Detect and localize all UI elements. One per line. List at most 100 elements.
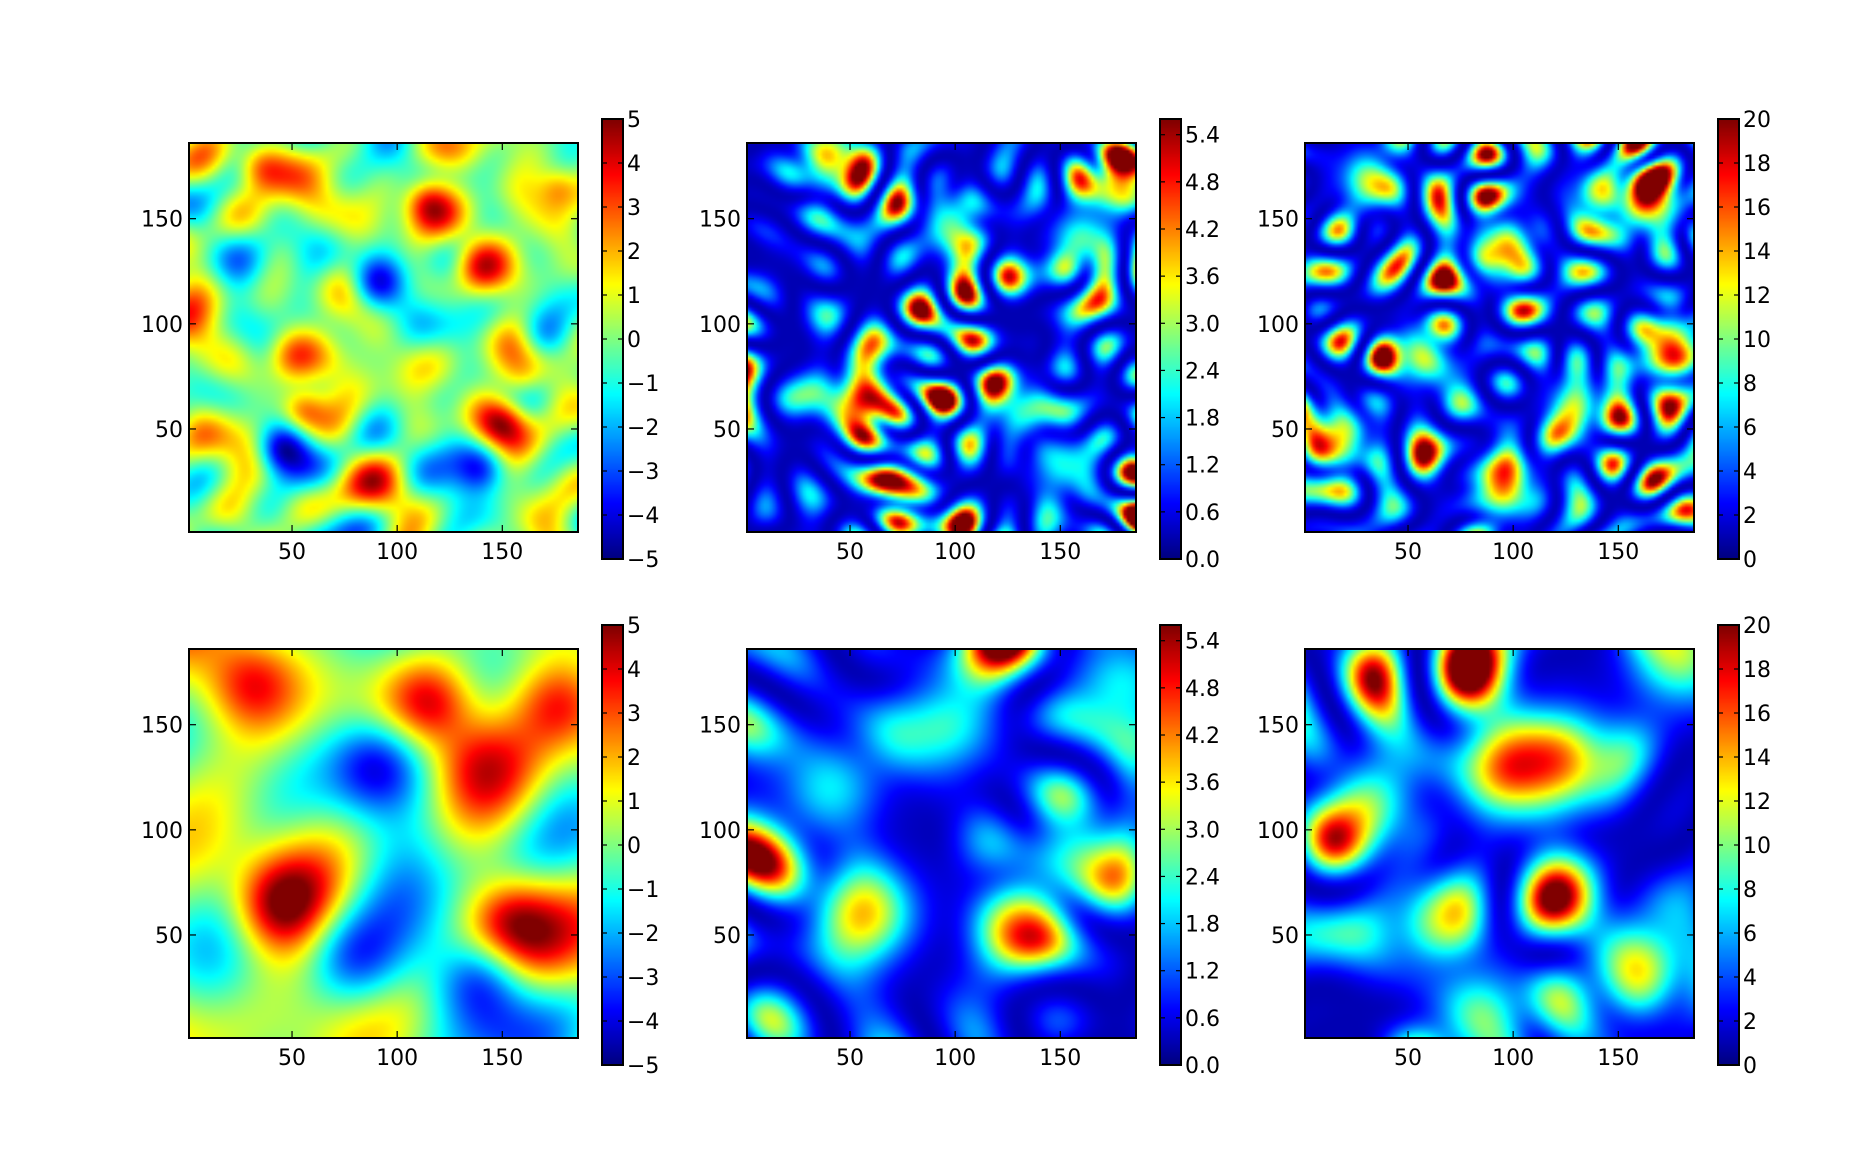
heatmap-image	[1305, 143, 1694, 532]
colorbar-tick-label: 8	[1743, 878, 1757, 903]
axes-frame	[1304, 142, 1695, 533]
colorbar-tick-label: 3.6	[1185, 265, 1220, 290]
x-tick-label: 150	[481, 1046, 523, 1071]
colorbar-frame	[1159, 624, 1182, 1066]
subplot-5: 50 100 150 50 100 150 0.0 0.6 1.2 1.8 2.4 3.0 3.6 4.2…	[699, 624, 1220, 1079]
heatmap-image	[747, 649, 1136, 1038]
y-tick-label: 50	[1271, 418, 1299, 443]
colorbar-tick-label: 20	[1743, 108, 1771, 133]
colorbar-tick-label: 5	[627, 108, 641, 133]
colorbar-tick-label: 4.2	[1185, 724, 1220, 749]
colorbar-gradient	[1718, 119, 1739, 559]
colorbar-tick-label: 0.6	[1185, 1007, 1220, 1032]
x-tick-label: 100	[934, 540, 976, 565]
y-tick-label: 100	[699, 313, 741, 338]
colorbar-tick-label: −3	[627, 966, 659, 991]
y-tick-label: 100	[141, 819, 183, 844]
colorbar-tick-label: −2	[627, 922, 659, 947]
heatmap-image	[1305, 649, 1694, 1038]
x-tick-label: 100	[934, 1046, 976, 1071]
colorbar-tick-label: 0	[1743, 1054, 1757, 1079]
x-tick-label: 150	[1597, 1046, 1639, 1071]
colorbar-tick-label: 5.4	[1185, 630, 1220, 655]
colorbar-tick-label: 16	[1743, 702, 1771, 727]
colorbar-tick-label: 1.8	[1185, 913, 1220, 938]
colorbar-tick-label: 4	[627, 152, 641, 177]
x-tick-label: 150	[481, 540, 523, 565]
subplot-3: 50 100 150 50 100 150 0 2 4 6 8 10 12 14 16 18 20	[1257, 108, 1771, 573]
y-tick-label: 50	[1271, 924, 1299, 949]
colorbar-tick-label: 20	[1743, 614, 1771, 639]
x-tick-label: 50	[1394, 540, 1422, 565]
colorbar-gradient	[1160, 119, 1181, 559]
colorbar-tick-label: 10	[1743, 328, 1771, 353]
y-tick-label: 100	[699, 819, 741, 844]
y-tick-label: 150	[1257, 208, 1299, 233]
colorbar-tick-label: 4	[1743, 460, 1757, 485]
colorbar-tick-label: −4	[627, 504, 659, 529]
colorbar-frame	[1159, 118, 1182, 560]
colorbar-tick-label: 2	[1743, 504, 1757, 529]
axes-frame	[746, 648, 1137, 1039]
colorbar-tick-label: 6	[1743, 416, 1757, 441]
colorbar-tick-label: 3	[627, 196, 641, 221]
y-tick-label: 50	[713, 924, 741, 949]
x-tick-label: 50	[1394, 1046, 1422, 1071]
colorbar-tick-label: 12	[1743, 284, 1771, 309]
colorbar-tick-label: 4.8	[1185, 171, 1220, 196]
x-tick-label: 150	[1039, 1046, 1081, 1071]
heatmap-image	[189, 143, 578, 532]
colorbar-tick-label: 3.0	[1185, 312, 1220, 337]
axes-frame	[1304, 648, 1695, 1039]
colorbar-tick-label: 18	[1743, 658, 1771, 683]
colorbar-tick-label: 3.0	[1185, 818, 1220, 843]
colorbar-tick-label: 4.8	[1185, 677, 1220, 702]
y-tick-label: 150	[141, 714, 183, 739]
x-tick-label: 150	[1597, 540, 1639, 565]
colorbar-tick-label: 0.6	[1185, 501, 1220, 526]
colorbar-tick-label: 2.4	[1185, 359, 1220, 384]
colorbar-tick-label: 1.2	[1185, 960, 1220, 985]
colorbar-tick-label: 1.8	[1185, 407, 1220, 432]
colorbar: 0 2 4 6 8 10 12 14 16 18 20	[1717, 614, 1771, 1079]
colorbar-tick-label: 0.0	[1185, 1054, 1220, 1079]
y-tick-label: 100	[141, 313, 183, 338]
x-tick-label: 50	[278, 1046, 306, 1071]
subplot-6: 50 100 150 50 100 150 0 2 4 6 8 10 12 14 16 18 20	[1257, 614, 1771, 1079]
y-tick-label: 150	[699, 208, 741, 233]
axes-frame	[188, 648, 579, 1039]
colorbar-tick-label: 6	[1743, 922, 1757, 947]
colorbar-tick-label: 2.4	[1185, 865, 1220, 890]
colorbar-tick-label: 0	[627, 834, 641, 859]
colorbar-tick-label: 0.0	[1185, 548, 1220, 573]
colorbar-gradient	[602, 119, 623, 559]
x-tick-label: 100	[1492, 1046, 1534, 1071]
colorbar-tick-label: 4.2	[1185, 218, 1220, 243]
colorbar-tick-label: 4	[1743, 966, 1757, 991]
colorbar-tick-label: 2	[627, 746, 641, 771]
colorbar: −5 −4 −3 −2 −1 0 1 2 3 4 5	[601, 108, 659, 573]
y-tick-label: 50	[155, 924, 183, 949]
colorbar-tick-label: 1	[627, 790, 641, 815]
colorbar-tick-label: 0	[627, 328, 641, 353]
colorbar-tick-label: 2	[627, 240, 641, 265]
colorbar-tick-label: 2	[1743, 1010, 1757, 1035]
x-tick-label: 100	[376, 540, 418, 565]
x-tick-label: 50	[836, 540, 864, 565]
x-tick-label: 50	[278, 540, 306, 565]
colorbar-tick-label: 3.6	[1185, 771, 1220, 796]
colorbar-gradient	[1160, 625, 1181, 1065]
y-tick-label: 100	[1257, 313, 1299, 338]
y-tick-label: 150	[1257, 714, 1299, 739]
colorbar-gradient	[1718, 625, 1739, 1065]
heatmap-image	[747, 143, 1136, 532]
colorbar-tick-label: 4	[627, 658, 641, 683]
y-tick-label: 50	[155, 418, 183, 443]
colorbar-tick-label: 16	[1743, 196, 1771, 221]
x-tick-label: 100	[1492, 540, 1534, 565]
colorbar-tick-label: 1.2	[1185, 454, 1220, 479]
colorbar-tick-label: 18	[1743, 152, 1771, 177]
colorbar-tick-label: 5	[627, 614, 641, 639]
colorbar-tick-label: 8	[1743, 372, 1757, 397]
